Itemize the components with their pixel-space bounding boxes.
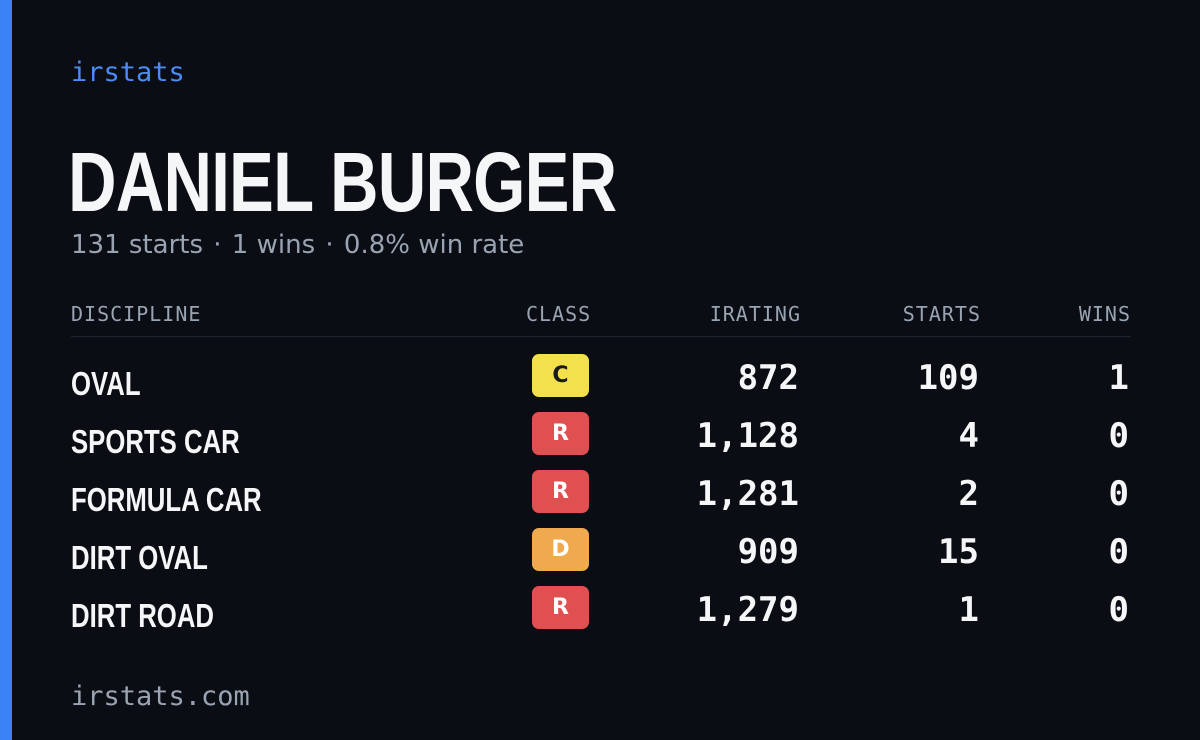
summary-starts: 131 starts bbox=[71, 230, 203, 260]
table-row: OVAL C 872 109 1 bbox=[71, 350, 1131, 408]
header-class: CLASS bbox=[526, 302, 592, 326]
irating-value: 1,281 bbox=[696, 474, 799, 514]
stats-table-body: OVAL C 872 109 1 SPORTS CAR R 1,128 4 0 … bbox=[71, 350, 1131, 640]
license-class-badge: R bbox=[532, 412, 589, 455]
brand-logo-text[interactable]: irstats bbox=[71, 57, 185, 88]
summary-separator: · bbox=[325, 230, 334, 260]
wins-value: 0 bbox=[1108, 532, 1129, 572]
header-irating: IRATING bbox=[709, 302, 801, 326]
header-starts: STARTS bbox=[902, 302, 981, 326]
starts-value: 1 bbox=[958, 590, 979, 630]
license-class-badge: R bbox=[532, 586, 589, 629]
stats-table-header: DISCIPLINE CLASS IRATING STARTS WINS bbox=[71, 300, 1131, 337]
license-class-badge: R bbox=[532, 470, 589, 513]
footer-url[interactable]: irstats.com bbox=[71, 681, 250, 712]
table-row: DIRT ROAD R 1,279 1 0 bbox=[71, 582, 1131, 640]
discipline-name: OVAL bbox=[71, 365, 141, 402]
wins-value: 0 bbox=[1108, 590, 1129, 630]
starts-value: 2 bbox=[958, 474, 979, 514]
table-row: SPORTS CAR R 1,128 4 0 bbox=[71, 408, 1131, 466]
header-wins: WINS bbox=[1078, 302, 1131, 326]
discipline-name: DIRT ROAD bbox=[71, 597, 214, 634]
license-class-badge: C bbox=[532, 354, 589, 397]
discipline-name: DIRT OVAL bbox=[71, 539, 208, 576]
summary-wins: 1 wins bbox=[231, 230, 316, 260]
irating-value: 1,128 bbox=[696, 416, 799, 456]
irating-value: 1,279 bbox=[696, 590, 799, 630]
license-class-badge: D bbox=[532, 528, 589, 571]
discipline-name: FORMULA CAR bbox=[71, 481, 262, 518]
starts-value: 15 bbox=[938, 532, 979, 572]
summary-separator: · bbox=[213, 230, 222, 260]
irating-value: 872 bbox=[737, 358, 799, 398]
table-row: DIRT OVAL D 909 15 0 bbox=[71, 524, 1131, 582]
driver-name: DANIEL BURGER bbox=[68, 135, 617, 229]
discipline-name: SPORTS CAR bbox=[71, 423, 240, 460]
wins-value: 0 bbox=[1108, 474, 1129, 514]
starts-value: 4 bbox=[958, 416, 979, 456]
table-row: FORMULA CAR R 1,281 2 0 bbox=[71, 466, 1131, 524]
accent-bar bbox=[0, 0, 12, 740]
summary-win-rate: 0.8% win rate bbox=[343, 230, 525, 260]
wins-value: 1 bbox=[1108, 358, 1129, 398]
driver-summary: 131 starts · 1 wins · 0.8% win rate bbox=[71, 228, 524, 262]
starts-value: 109 bbox=[917, 358, 979, 398]
wins-value: 0 bbox=[1108, 416, 1129, 456]
header-discipline: DISCIPLINE bbox=[71, 302, 202, 326]
irating-value: 909 bbox=[737, 532, 799, 572]
